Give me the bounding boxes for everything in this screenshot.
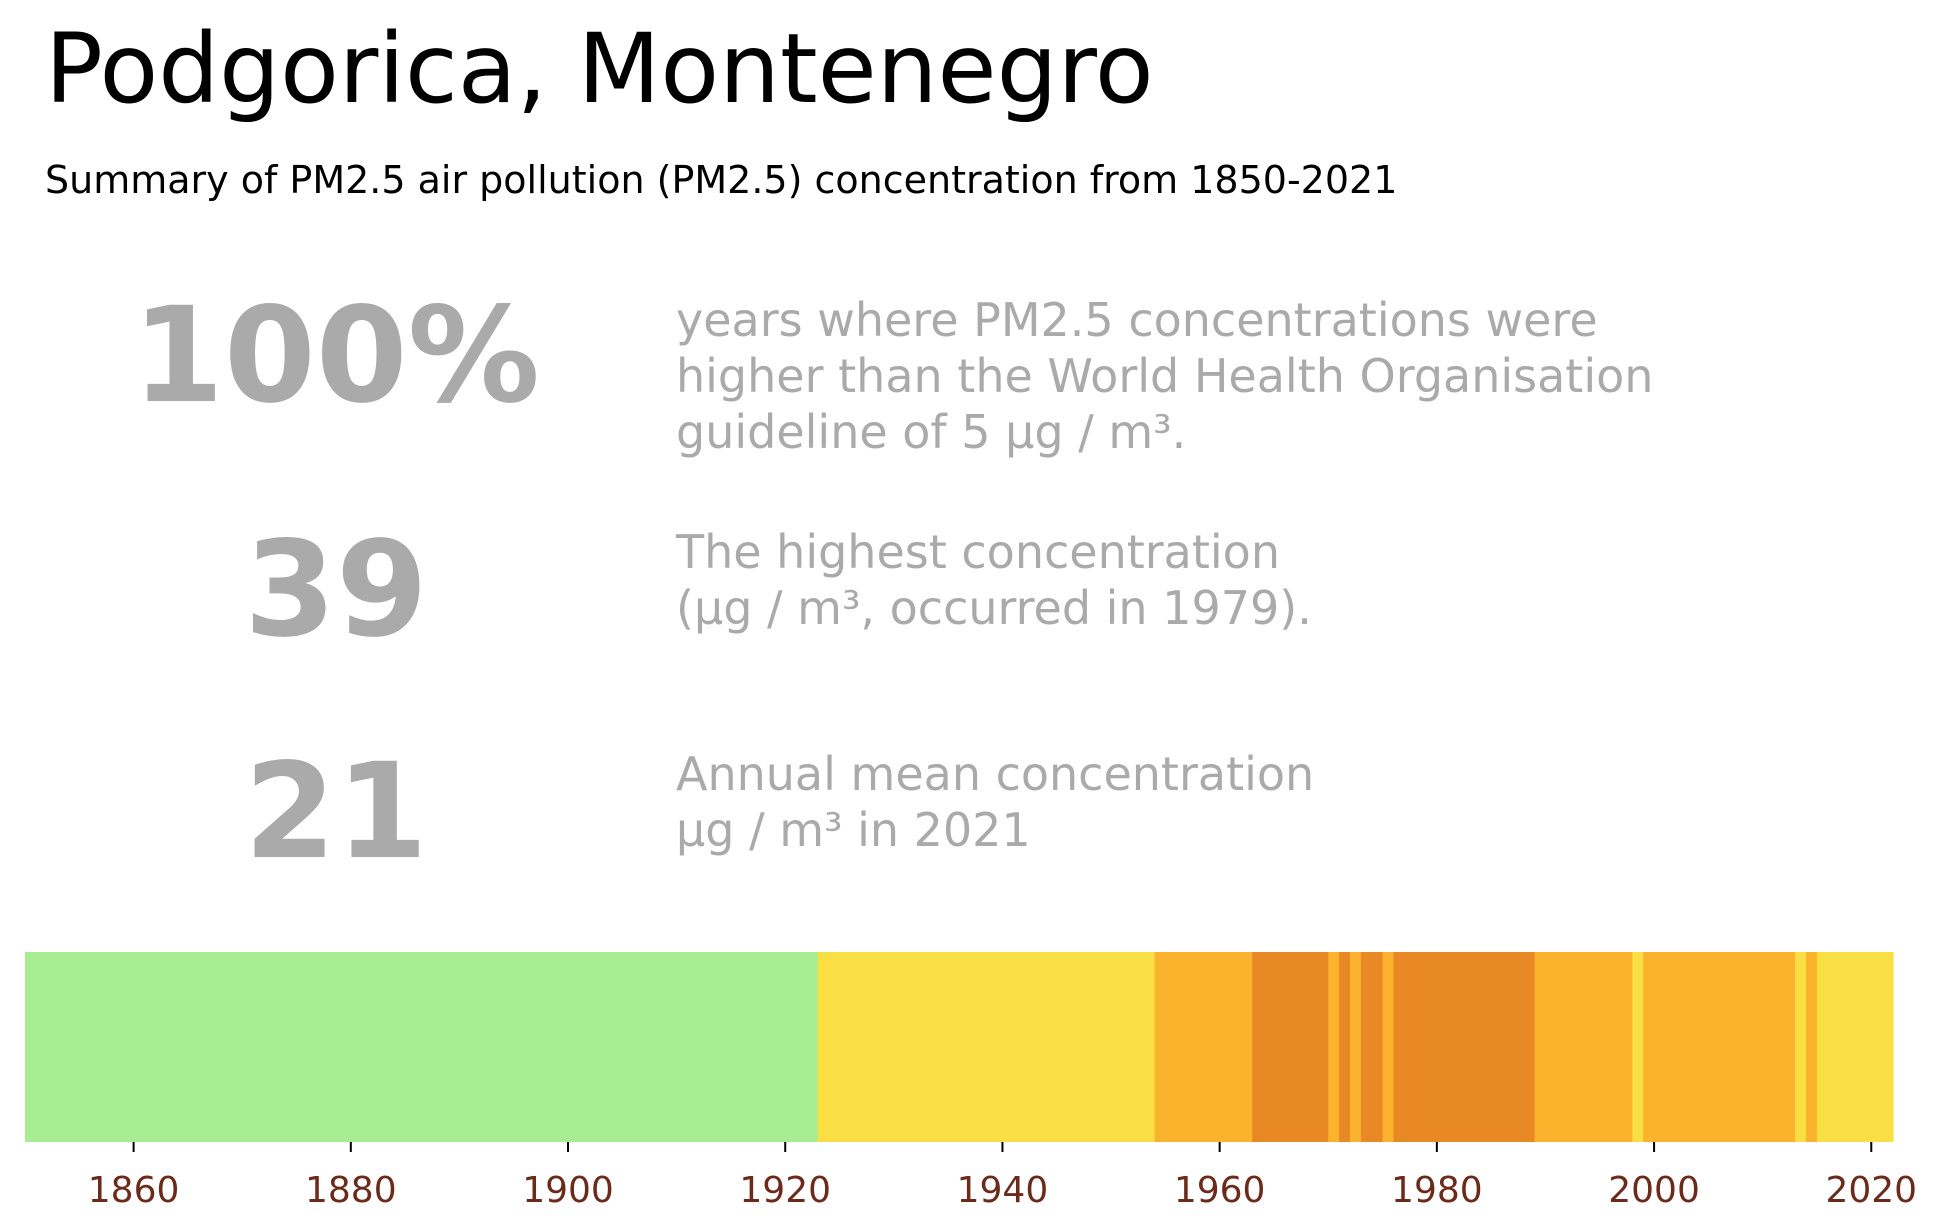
stat-highest-description: The highest concentration (µg / m³, occu…: [676, 525, 1312, 635]
stat-exceedance-value: 100%: [132, 279, 540, 433]
stripe-segment-9: [1393, 952, 1536, 1142]
stat-exceedance-description: years where PM2.5 concentrations were hi…: [676, 293, 1654, 459]
stripe-segment-12: [1643, 952, 1796, 1142]
stripe-segment-8: [1382, 952, 1395, 1142]
x-tick-label-2000: 2000: [1608, 1170, 1700, 1211]
stripe-segment-3: [1252, 952, 1329, 1142]
x-tick-label-1940: 1940: [957, 1170, 1049, 1211]
x-tick-label-1860: 1860: [88, 1170, 180, 1211]
stripe-segment-6: [1349, 952, 1362, 1142]
x-tick-label-1900: 1900: [522, 1170, 614, 1211]
stripe-segment-2: [1154, 952, 1253, 1142]
stripe-segment-10: [1534, 952, 1633, 1142]
stripe-segment-0: [25, 952, 819, 1142]
x-tick-label-1880: 1880: [305, 1170, 397, 1211]
stat-mean-description: Annual mean concentration µg / m³ in 202…: [676, 747, 1315, 857]
page-title: Podgorica, Montenegro: [45, 13, 1154, 125]
stat-highest-value: 39: [244, 513, 428, 667]
stripe-segment-7: [1360, 952, 1384, 1142]
x-tick-label-1960: 1960: [1174, 1170, 1266, 1211]
stripe-segment-11: [1632, 952, 1644, 1142]
stripe-segment-14: [1806, 952, 1818, 1142]
x-tick-label-2020: 2020: [1825, 1170, 1917, 1211]
stripe-segment-5: [1339, 952, 1351, 1142]
x-tick-label-1980: 1980: [1391, 1170, 1483, 1211]
page-subtitle: Summary of PM2.5 air pollution (PM2.5) c…: [45, 158, 1398, 202]
stripe-segment-4: [1328, 952, 1340, 1142]
x-tick-label-1920: 1920: [739, 1170, 831, 1211]
stripe-segment-1: [817, 952, 1156, 1142]
stripe-segment-15: [1816, 952, 1894, 1142]
stripe-segment-13: [1795, 952, 1807, 1142]
stat-mean-value: 21: [244, 735, 428, 889]
